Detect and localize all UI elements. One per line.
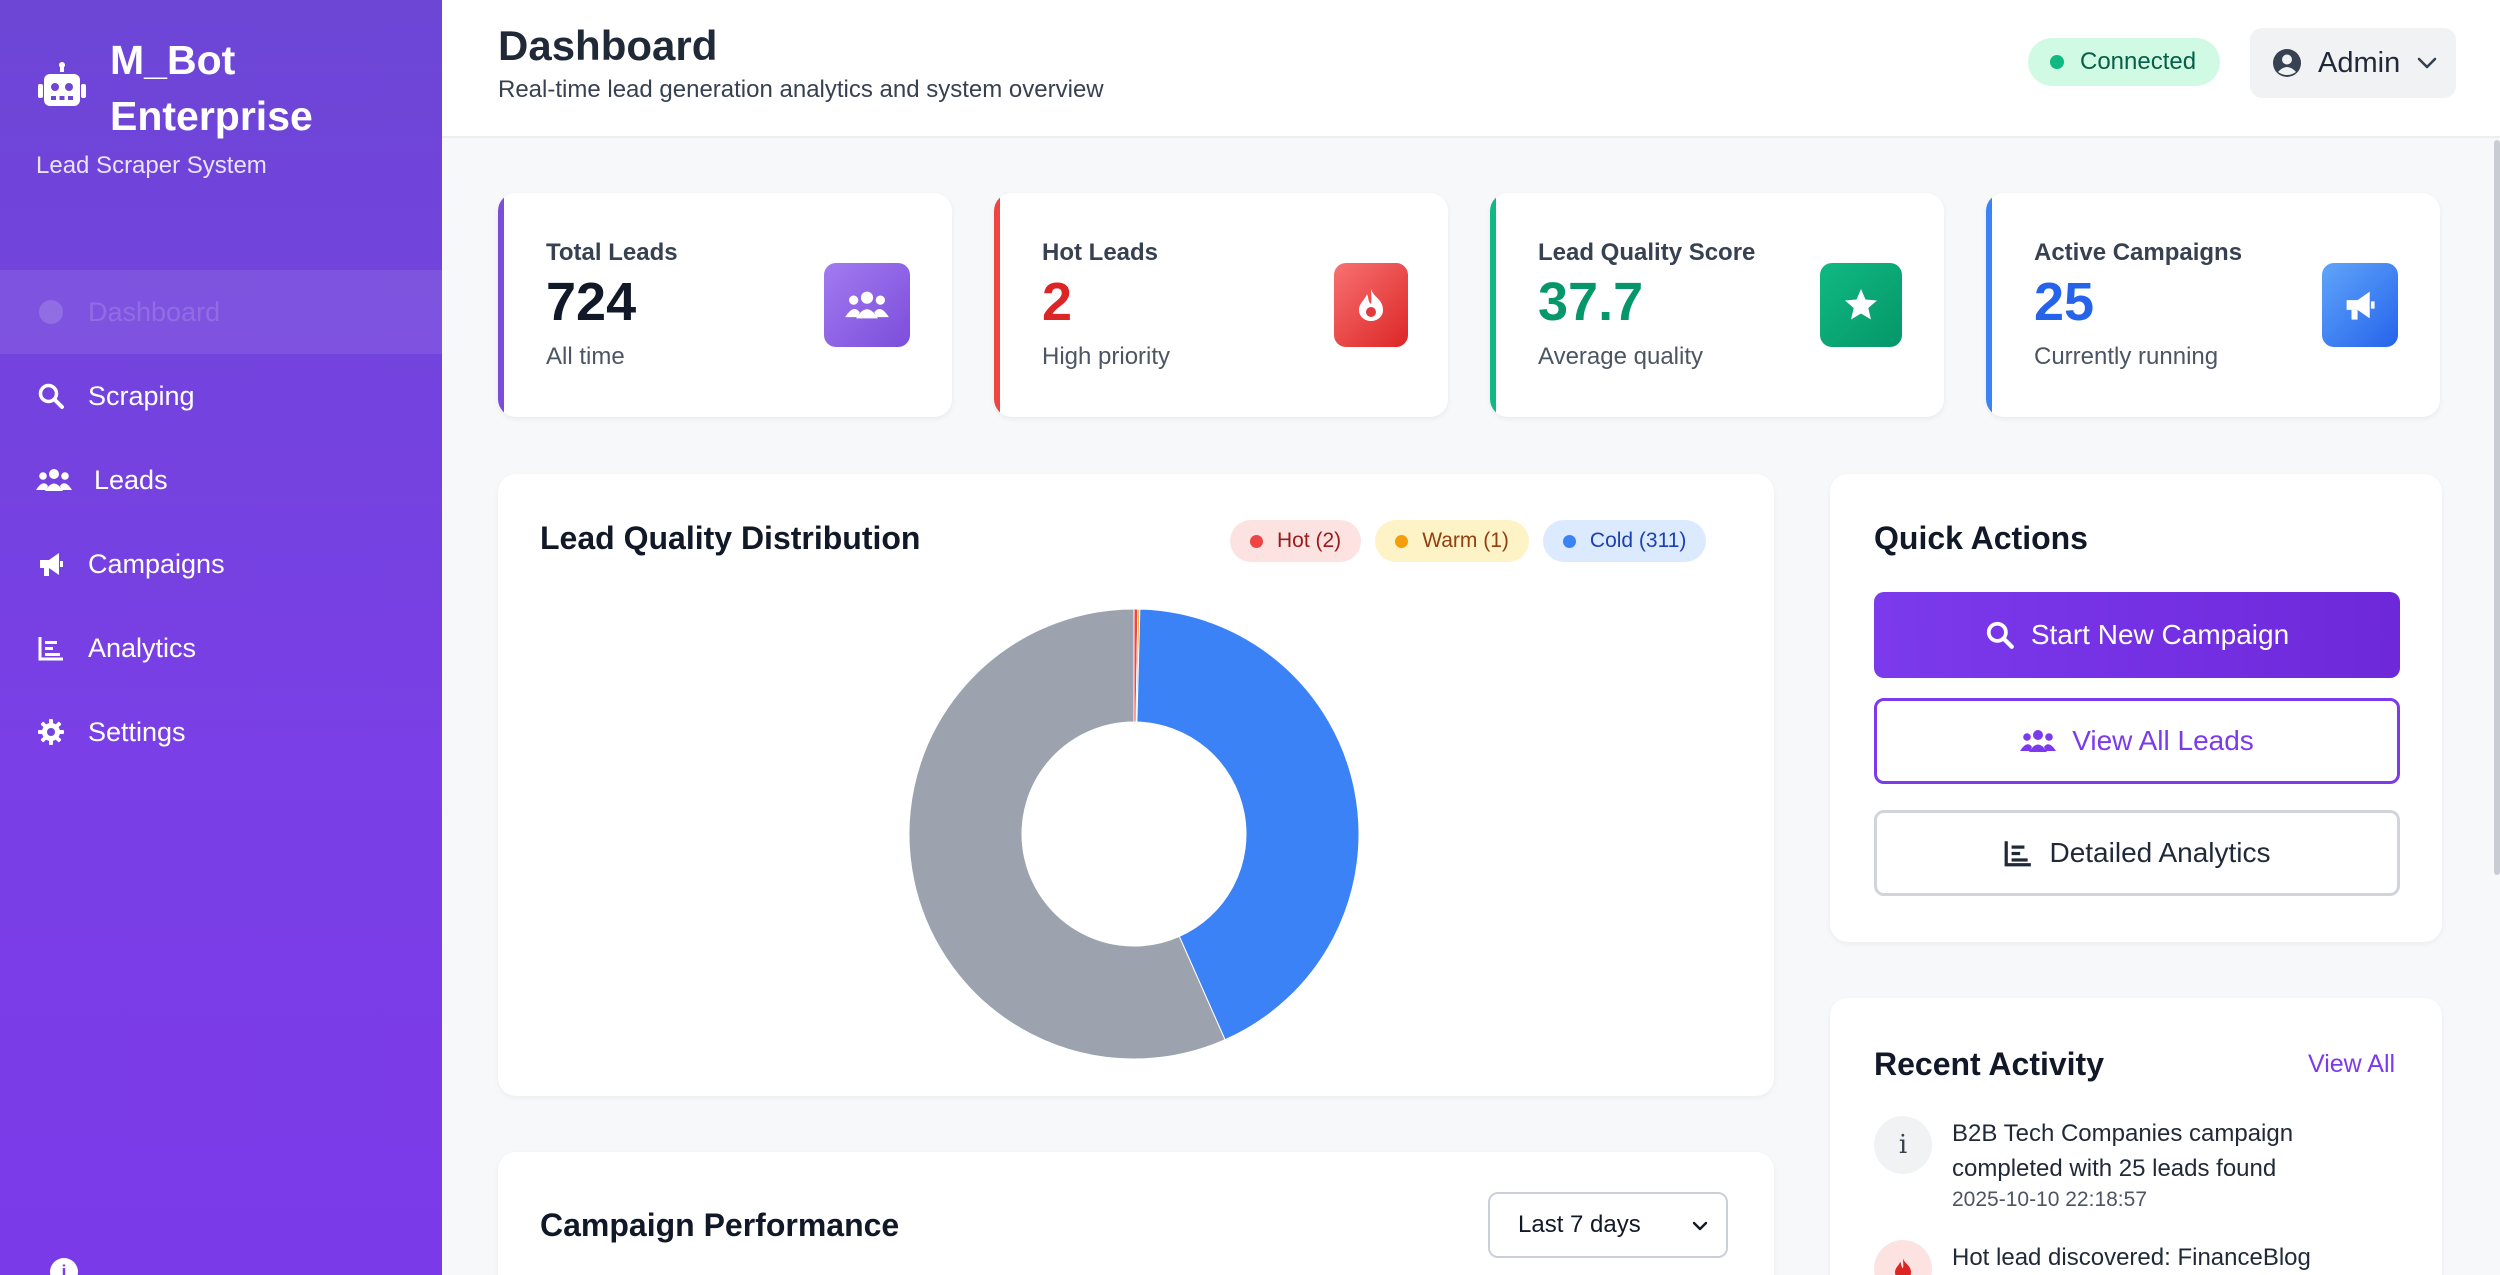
megaphone-icon: [2322, 263, 2398, 347]
robot-icon: [38, 62, 86, 106]
brand: M_Bot Enterprise: [36, 32, 350, 144]
recent-activity-panel: Recent Activity View All i B2B Tech Comp…: [1830, 998, 2442, 1275]
header: Dashboard Real-time lead generation anal…: [442, 0, 2500, 138]
sidebar-item-analytics[interactable]: Analytics: [0, 606, 442, 690]
view-all-leads-button[interactable]: View All Leads: [1874, 698, 2400, 784]
start-new-campaign-button[interactable]: Start New Campaign: [1874, 592, 2400, 678]
page-title: Dashboard: [498, 22, 718, 69]
stat-card-total-leads: Total Leads 724 All time: [498, 193, 952, 417]
brand-subtitle: Lead Scraper System: [36, 152, 267, 179]
user-name: Admin: [2318, 46, 2401, 79]
connection-status-badge: Connected: [2028, 38, 2221, 86]
chart-icon: [36, 633, 66, 663]
brand-title: M_Bot Enterprise: [110, 37, 313, 139]
sidebar-item-label: Campaigns: [88, 548, 225, 579]
legend-hot[interactable]: Hot (2): [1230, 520, 1362, 562]
panel-title: Recent Activity: [1874, 1046, 2104, 1082]
chevron-down-icon: [2417, 57, 2437, 69]
activity-text: Hot lead discovered: FinanceBlog: [1952, 1244, 2311, 1271]
stat-note: All time: [546, 343, 625, 370]
stat-value: 25: [2034, 272, 2095, 332]
activity-text: B2B Tech Companies campaign completed wi…: [1952, 1120, 2294, 1182]
button-label: View All Leads: [2072, 725, 2254, 756]
sidebar-item-label: Analytics: [88, 632, 197, 663]
stat-note: Currently running: [2034, 343, 2219, 370]
search-icon: [36, 381, 66, 411]
stat-value: 37.7: [1538, 272, 1644, 332]
chart-icon: [2005, 841, 2032, 867]
stat-card-active-campaigns: Active Campaigns 25 Currently running: [1986, 193, 2440, 417]
campaign-performance-panel: Campaign Performance Last 7 days: [498, 1152, 1774, 1275]
donut-slice-cold[interactable]: [1136, 608, 1360, 1041]
legend-label: Warm (1): [1422, 529, 1509, 552]
info-icon[interactable]: i: [50, 1258, 78, 1275]
users-icon: [36, 465, 72, 495]
activity-item: i B2B Tech Companies campaign completed …: [1874, 1116, 2352, 1212]
select-value: Last 7 days: [1518, 1211, 1641, 1238]
search-icon: [1986, 621, 2014, 649]
status-label: Connected: [2080, 48, 2197, 75]
stat-value: 724: [546, 272, 637, 332]
detailed-analytics-button[interactable]: Detailed Analytics: [1874, 810, 2400, 896]
sidebar-item-scraping[interactable]: Scraping: [0, 354, 442, 438]
stat-note: High priority: [1042, 343, 1171, 370]
legend-label: Cold (311): [1589, 529, 1687, 552]
star-icon: [1820, 263, 1902, 347]
stat-value: 2: [1042, 272, 1073, 332]
donut-slice-other[interactable]: [908, 608, 1226, 1060]
sidebar-item-label: Leads: [94, 464, 168, 495]
chevron-down-icon: [1692, 1221, 1708, 1231]
sidebar: M_Bot Enterprise Lead Scraper System Das…: [0, 0, 442, 1275]
megaphone-icon: [36, 549, 66, 579]
main-scrollbar[interactable]: [2494, 140, 2500, 875]
stat-card-hot-leads: Hot Leads 2 High priority: [994, 193, 1448, 417]
users-icon: [824, 263, 910, 347]
button-label: Start New Campaign: [2030, 619, 2290, 650]
sidebar-item-dashboard[interactable]: Dashboard: [0, 270, 442, 354]
legend-label: Hot (2): [1277, 529, 1342, 552]
sidebar-item-label: Dashboard: [88, 296, 221, 327]
stat-label: Lead Quality Score: [1538, 239, 1756, 266]
user-circle-icon: [2273, 49, 2301, 77]
activity-item: Hot lead discovered: FinanceBlog: [1874, 1240, 2352, 1275]
users-icon: [2020, 730, 2057, 752]
status-dot-icon: [2050, 55, 2064, 69]
sidebar-item-campaigns[interactable]: Campaigns: [0, 522, 442, 606]
quick-actions-panel: Quick Actions Start New Campaign View Al…: [1830, 474, 2442, 942]
sidebar-item-settings[interactable]: Settings: [0, 690, 442, 774]
stat-label: Total Leads: [546, 239, 678, 266]
panel-title: Lead Quality Distribution: [540, 520, 921, 556]
stat-note: Average quality: [1538, 343, 1703, 370]
info-icon: i: [1874, 1116, 1932, 1174]
sidebar-item-leads[interactable]: Leads: [0, 438, 442, 522]
activity-time: 2025-10-10 22:18:57: [1952, 1188, 2147, 1211]
user-menu-button[interactable]: Admin: [2250, 28, 2456, 98]
date-range-select[interactable]: Last 7 days: [1488, 1192, 1728, 1258]
sidebar-nav: Dashboard Scraping Leads Campaigns Analy…: [0, 270, 442, 774]
legend-warm[interactable]: Warm (1): [1375, 520, 1529, 562]
view-all-activity-link[interactable]: View All: [2308, 1050, 2396, 1078]
panel-title: Campaign Performance: [540, 1207, 900, 1243]
dashboard-icon: [36, 297, 66, 327]
button-label: Detailed Analytics: [2049, 837, 2271, 868]
sidebar-item-label: Settings: [88, 716, 186, 747]
chart-legend: Hot (2) Warm (1) Cold (311): [1230, 520, 1707, 562]
donut-chart: [908, 608, 1360, 1060]
sidebar-item-label: Scraping: [88, 380, 195, 411]
fire-icon: [1334, 263, 1408, 347]
legend-cold[interactable]: Cold (311): [1542, 520, 1707, 562]
page-subtitle: Real-time lead generation analytics and …: [498, 76, 1104, 103]
stat-label: Active Campaigns: [2034, 239, 2243, 266]
stat-card-quality-score: Lead Quality Score 37.7 Average quality: [1490, 193, 1944, 417]
panel-title: Quick Actions: [1874, 520, 2088, 556]
fire-icon: [1874, 1240, 1932, 1275]
gear-icon: [36, 717, 66, 747]
stat-label: Hot Leads: [1042, 239, 1159, 266]
lead-quality-panel: Lead Quality Distribution Hot (2) Warm (…: [498, 474, 1774, 1096]
